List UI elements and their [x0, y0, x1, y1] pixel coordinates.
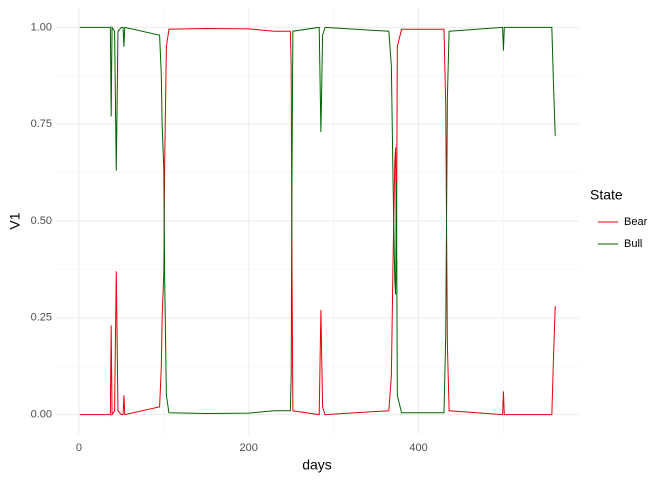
legend-label: Bear — [624, 216, 648, 228]
y-axis-title: V1 — [7, 212, 23, 229]
y-tick-label: 0.00 — [31, 409, 52, 421]
legend-label: Bull — [624, 238, 642, 250]
series-line — [79, 25, 556, 414]
legend-title: State — [590, 187, 623, 203]
x-tick-label: 400 — [409, 442, 427, 454]
series-line — [79, 28, 556, 417]
y-tick-label: 0.25 — [31, 312, 52, 324]
x-axis-title: days — [302, 457, 332, 473]
y-tick-label: 0.75 — [31, 118, 52, 130]
lines — [79, 25, 556, 417]
x-tick-label: 200 — [240, 442, 258, 454]
x-tick-label: 0 — [76, 442, 82, 454]
grid — [56, 8, 579, 434]
y-tick-label: 1.00 — [31, 21, 52, 33]
y-tick-label: 0.50 — [31, 215, 52, 227]
